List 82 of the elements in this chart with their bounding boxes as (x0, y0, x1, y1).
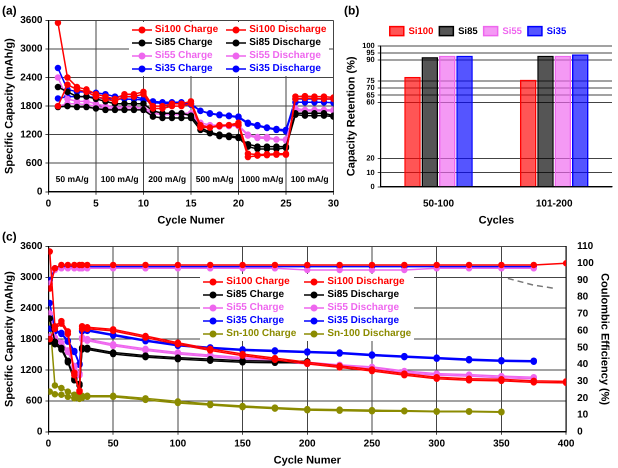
legend-label: Si35 (546, 26, 567, 37)
x-tick-label: 400 (558, 438, 575, 450)
y-axis-title: Specific Capacity (mAh/g) (4, 38, 16, 174)
legend-label: Sn-100 Charge (226, 327, 296, 340)
chart-title: (c) (2, 230, 17, 244)
legend-label: Si55 (502, 26, 523, 37)
x-tick-label: 350 (493, 438, 510, 450)
x-tick-label: 50-100 (422, 198, 455, 210)
legend-label: Si100 (408, 26, 434, 37)
y-tick-label: 3000 (20, 272, 43, 284)
y2-tick-label: 30 (577, 376, 589, 387)
y2-tick-label: 0 (577, 426, 584, 438)
y-tick-label: 2400 (20, 72, 43, 84)
y2-tick-label: 50 (577, 342, 589, 354)
x-tick-label: 30 (328, 198, 340, 210)
legend-label: Si85 Discharge (327, 288, 400, 302)
chart-title: (b) (344, 4, 360, 18)
annotation: 100 mA/g (100, 174, 139, 184)
x-tick-label: 20 (232, 198, 244, 210)
y-tick-label: 2400 (20, 302, 43, 314)
y-axis-title: Capacity Retention (%) (346, 56, 358, 176)
chart-title: (a) (2, 4, 17, 18)
legend-label: Si100 Charge (154, 23, 218, 36)
annotation: 1000 mA/g (240, 174, 284, 184)
x-tick-label: 250 (364, 438, 381, 450)
x-tick-label: 50 (108, 438, 120, 450)
legend-label: Si100 Charge (226, 275, 290, 288)
legend-label: Si35 Discharge (249, 62, 321, 76)
legend-label: Si100 Discharge (249, 23, 326, 36)
legend-label: Si55 Charge (154, 49, 213, 62)
y2-tick-label: 60 (577, 325, 589, 336)
y-tick-label: 3600 (20, 15, 43, 26)
y-tick-label: 1200 (20, 364, 43, 376)
y-tick-label: 3600 (20, 241, 43, 252)
legend-label: Si35 Discharge (327, 314, 400, 328)
legend-label: Si35 Charge (226, 314, 284, 328)
x-tick-label: 0 (46, 438, 52, 450)
y2-tick-label: 70 (577, 308, 589, 320)
y-tick-label: 0 (36, 426, 43, 438)
x-tick-label: 200 (298, 438, 316, 450)
y-tick-label: 600 (26, 158, 43, 169)
legend-label: Si55 Discharge (327, 301, 400, 314)
y-tick-label: 600 (26, 396, 43, 407)
annotation: 500 mA/g (196, 174, 234, 184)
legend-label: Si85 Discharge (249, 36, 321, 50)
legend-label: Sn-100 Discharge (327, 327, 412, 340)
y-tick-label: 3000 (20, 44, 43, 55)
x-tick-label: 101-200 (536, 198, 573, 210)
legend-label: Si85 Charge (154, 36, 213, 50)
x-tick-label: 25 (280, 198, 292, 210)
x-tick-label: 150 (234, 438, 252, 450)
annotation: 100 mA/g (290, 174, 329, 184)
legend-label: Si55 Charge (226, 301, 284, 314)
legend-label: Si85 Charge (226, 288, 284, 302)
annotation: 200 mA/g (148, 174, 186, 184)
x-axis-title: Cycle Numer (157, 214, 226, 226)
y2-tick-label: 90 (577, 274, 589, 286)
x-axis-title: Cycles (478, 214, 514, 226)
x-tick-label: 5 (93, 198, 100, 210)
x-tick-label: 10 (138, 198, 150, 210)
x-tick-label: 0 (46, 198, 52, 210)
x-tick-label: 15 (185, 198, 197, 210)
x-axis-title: Cycle Numer (274, 454, 342, 466)
y2-tick-label: 40 (577, 359, 589, 370)
y-axis-title: Specific Capacity (mAh/g) (4, 270, 16, 407)
y2-tick-label: 10 (577, 410, 589, 421)
y-tick-label: 1200 (20, 129, 43, 140)
x-tick-label: 100 (170, 438, 187, 450)
y-tick-label: 0 (36, 186, 43, 198)
y-tick-label: 1800 (20, 100, 43, 112)
y2-tick-label: 110 (577, 241, 594, 252)
y-tick-label: 1800 (20, 334, 43, 345)
legend-label: Si85 (458, 26, 478, 37)
legend-label: Si35 Charge (154, 62, 213, 76)
legend-label: Si55 Discharge (249, 49, 321, 62)
y2-tick-label: 80 (577, 292, 589, 303)
legend-label: Si100 Discharge (327, 275, 405, 288)
y2-tick-label: 20 (577, 392, 589, 404)
x-tick-label: 300 (428, 438, 446, 450)
y2-tick-label: 100 (577, 258, 594, 270)
annotation: 50 mA/g (56, 174, 89, 184)
y2-axis-title: Coulombic Efficiency (%) (598, 273, 610, 406)
